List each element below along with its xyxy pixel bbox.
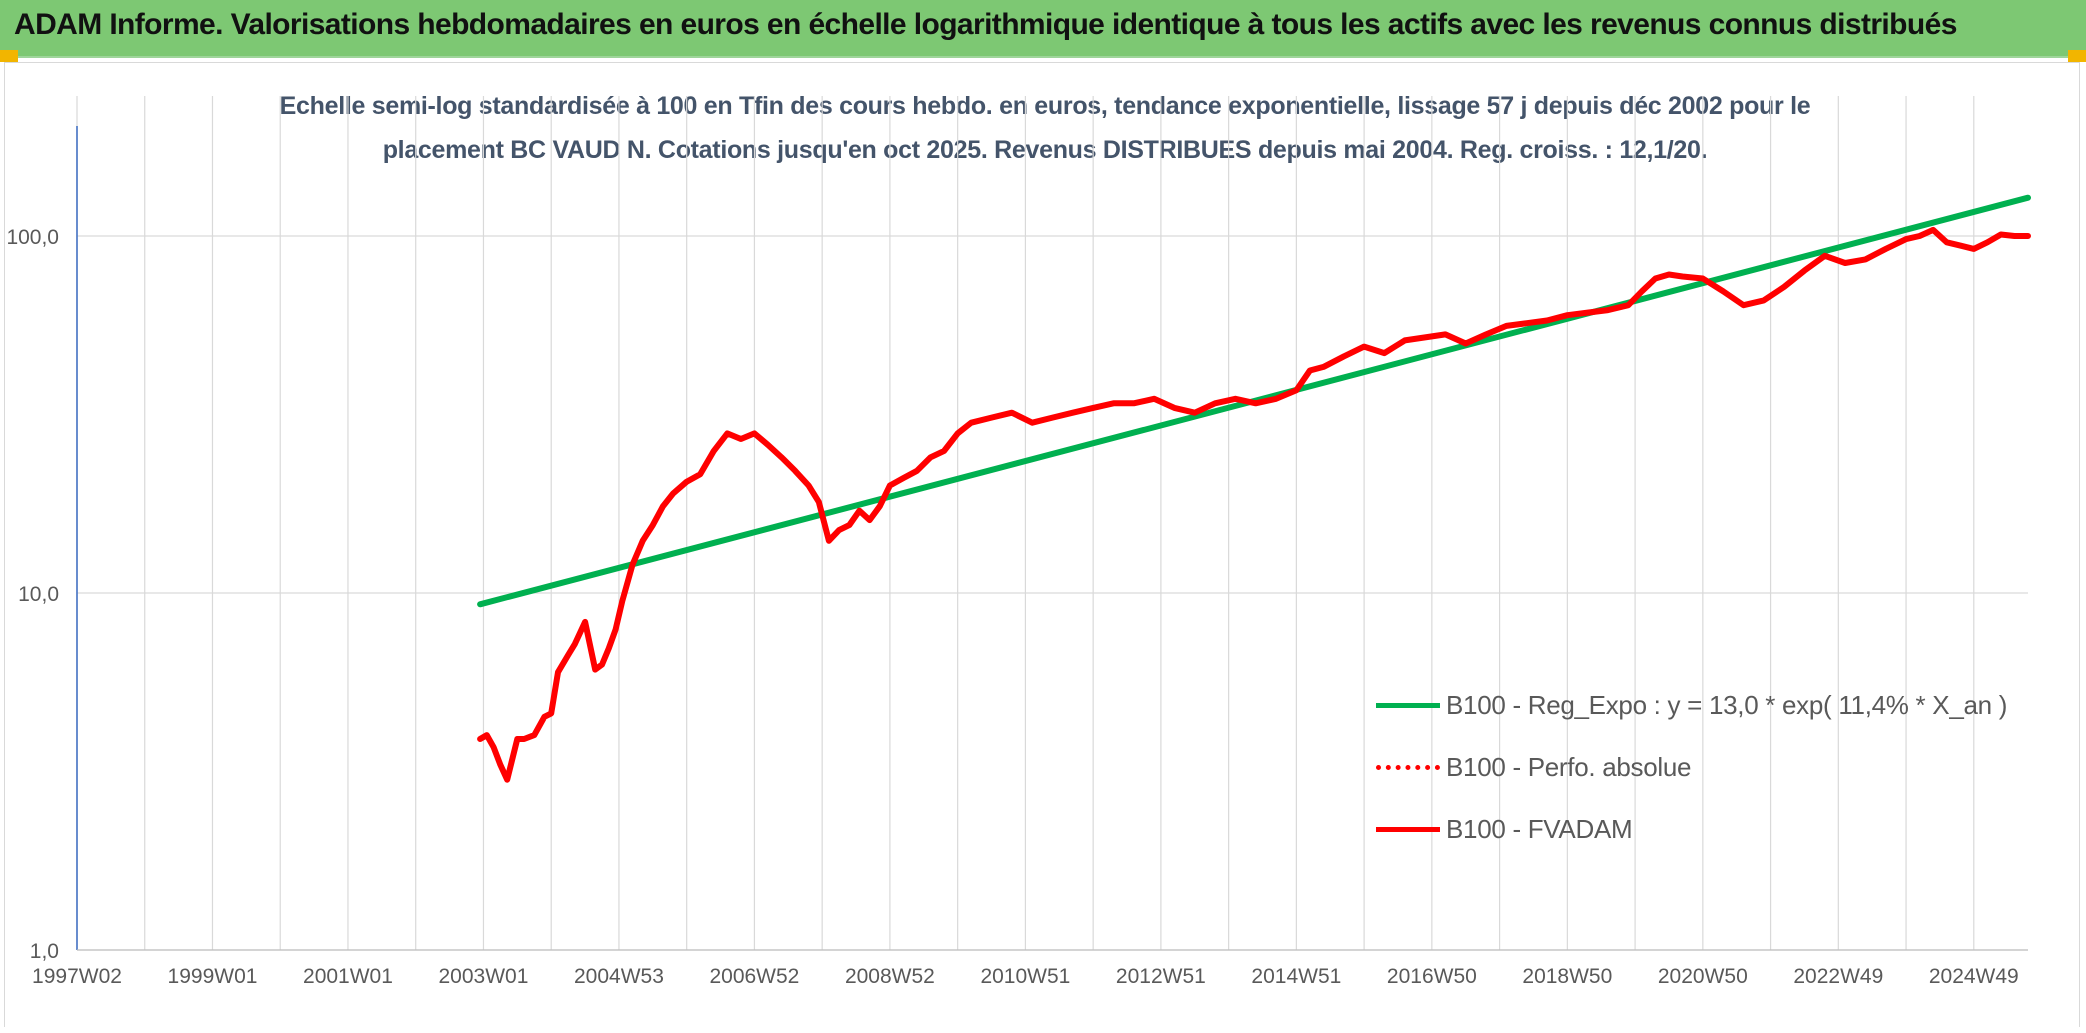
legend-swatch-absolute xyxy=(1376,764,1440,770)
legend-label-trend: B100 - Reg_Expo : y = 13,0 * exp( 11,4% … xyxy=(1446,689,2008,720)
report-title: ADAM Informe. Valorisations hebdomadaire… xyxy=(14,8,1957,41)
x-tick-label: 2012W51 xyxy=(1116,965,1206,988)
legend-swatch-trend xyxy=(1376,702,1440,708)
x-tick-label: 2008W52 xyxy=(845,965,935,988)
y-tick-label: 10,0 xyxy=(18,583,59,606)
legend-item-trend: B100 - Reg_Expo : y = 13,0 * exp( 11,4% … xyxy=(1376,685,2016,725)
x-tick-label: 2010W51 xyxy=(980,965,1070,988)
x-tick-label: 2024W49 xyxy=(1929,965,2019,988)
x-tick-label: 2003W01 xyxy=(439,965,529,988)
y-tick-label: 100,0 xyxy=(6,226,59,249)
legend-item-fvadam: B100 - FVADAM xyxy=(1376,809,2016,849)
x-tick-label: 2018W50 xyxy=(1522,965,1612,988)
banner: ADAM Informe. Valorisations hebdomadaire… xyxy=(0,0,2086,58)
legend-label-fvadam: B100 - FVADAM xyxy=(1446,813,1633,844)
corner-mark-left xyxy=(0,50,18,62)
legend-swatch-fvadam xyxy=(1376,826,1440,832)
x-tick-label: 2006W52 xyxy=(709,965,799,988)
chart-title: Echelle semi-log standardisée à 100 en T… xyxy=(200,84,1890,172)
legend-label-absolute: B100 - Perfo. absolue xyxy=(1446,751,1692,782)
corner-mark-right xyxy=(2068,50,2086,62)
x-tick-label: 2020W50 xyxy=(1658,965,1748,988)
y-tick-label: 1,0 xyxy=(30,940,59,963)
x-tick-label: 2014W51 xyxy=(1251,965,1341,988)
x-tick-label: 1999W01 xyxy=(168,965,258,988)
x-tick-label: 1997W02 xyxy=(32,965,122,988)
fvadam-line xyxy=(477,226,2031,783)
x-tick-label: 2001W01 xyxy=(303,965,393,988)
x-tick-label: 2022W49 xyxy=(1793,965,1883,988)
legend-item-absolute: B100 - Perfo. absolue xyxy=(1376,747,2016,787)
x-tick-label: 2016W50 xyxy=(1387,965,1477,988)
chart-title-line-1: Echelle semi-log standardisée à 100 en T… xyxy=(279,92,1811,120)
x-tick-label: 2004W53 xyxy=(574,965,664,988)
bottom-edge xyxy=(0,1027,2086,1033)
chart-title-line-2: placement BC VAUD N. Cotations jusqu'en … xyxy=(382,136,1708,164)
